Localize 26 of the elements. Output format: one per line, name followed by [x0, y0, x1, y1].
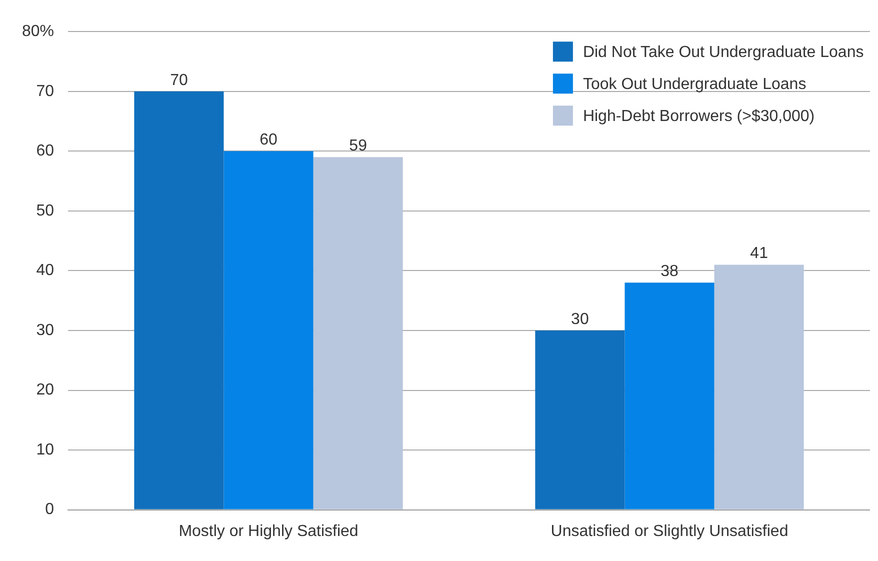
data-label: 59	[349, 138, 368, 155]
y-tick-label: 30	[36, 322, 54, 339]
data-label: 38	[660, 263, 679, 280]
bar	[714, 264, 804, 510]
y-tick-label: 70	[36, 82, 54, 100]
legend-label: High-Debt Borrowers (>$30,000)	[582, 108, 815, 126]
data-label: 60	[260, 132, 278, 149]
y-tick-label: 50	[36, 202, 54, 220]
data-label: 70	[170, 72, 188, 89]
y-tick-label: 80%	[22, 23, 54, 40]
data-label: 41	[750, 245, 768, 262]
x-tick-label: Unsatisfied or Slightly Unsatisfied	[550, 522, 788, 540]
bar	[224, 151, 314, 510]
y-tick-label: 40	[36, 262, 54, 280]
x-tick-label: Mostly or Highly Satisfied	[178, 522, 358, 540]
bar	[535, 330, 625, 510]
bar	[624, 282, 714, 510]
bar	[134, 91, 224, 510]
legend-label: Took Out Undergraduate Loans	[582, 76, 806, 94]
y-tick-label: 20	[36, 382, 54, 399]
bar	[313, 157, 403, 510]
legend-label: Did Not Take Out Undergraduate Loans	[582, 44, 864, 62]
data-label: 30	[571, 310, 589, 328]
y-tick-label: 10	[36, 441, 54, 458]
y-tick-label: 60	[36, 142, 54, 160]
y-tick-label: 0	[45, 501, 54, 518]
